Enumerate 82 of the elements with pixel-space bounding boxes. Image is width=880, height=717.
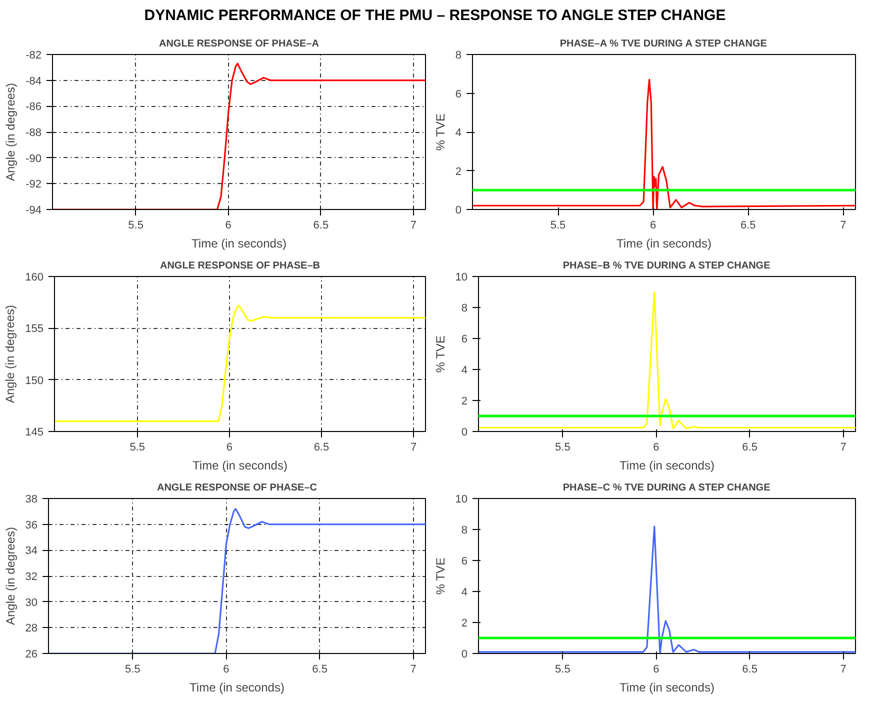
line-series: [478, 292, 856, 430]
x-axis-title: Time (in seconds): [192, 458, 288, 473]
chart-title: ANGLE RESPONSE OF PHASE–C: [156, 482, 318, 494]
y-tick-label: 2: [455, 166, 462, 178]
line-series: [52, 63, 426, 210]
y-tick-label: 26: [25, 648, 38, 661]
y-tick-label: 34: [25, 546, 38, 558]
x-axis-title: Time (in seconds): [620, 680, 714, 695]
y-tick-label: 38: [25, 494, 38, 506]
x-axis-title: Time (in seconds): [190, 680, 284, 695]
y-tick-label: -88: [26, 127, 42, 140]
chart-title: ANGLE RESPONSE OF PHASE–A: [158, 38, 320, 50]
x-axis-title: Time (in seconds): [616, 236, 712, 251]
y-axis-title: Angle (in degrees): [4, 83, 18, 182]
y-axis-title: % TVE: [433, 336, 448, 374]
y-tick-label: 6: [461, 556, 468, 568]
x-tick-label: 6: [226, 442, 232, 454]
y-axis-title: Angle (in degrees): [3, 527, 18, 626]
x-tick-label: 5.5: [555, 442, 570, 454]
x-tick-label: 6.5: [740, 220, 756, 232]
y-tick-label: 4: [461, 586, 468, 599]
x-tick-label: 6.5: [313, 220, 329, 232]
chart-title: ANGLE RESPONSE OF PHASE–B: [160, 260, 320, 272]
y-tick-label: 36: [25, 520, 38, 532]
y-tick-label: 32: [25, 571, 38, 584]
x-tick-label: 6: [650, 220, 656, 232]
y-axis-title: Angle (in degrees): [3, 305, 18, 404]
x-tick-label: 6: [223, 664, 230, 676]
y-tick-label: -86: [26, 102, 42, 114]
y-tick-label: 8: [455, 50, 462, 62]
line-series: [54, 305, 426, 422]
y-tick-label: 0: [455, 204, 462, 217]
x-axis-title: Time (in seconds): [620, 458, 714, 473]
line-series: [48, 508, 426, 654]
x-tick-label: 6.5: [314, 442, 330, 454]
x-tick-label: 5.5: [125, 664, 140, 676]
y-tick-label: 8: [461, 524, 468, 537]
y-axis-title: % TVE: [433, 558, 448, 596]
x-tick-label: 6: [225, 220, 232, 232]
y-tick-label: -90: [26, 153, 42, 166]
y-tick-label: 155: [25, 324, 44, 336]
x-tick-label: 6: [653, 664, 660, 676]
x-tick-label: 7: [840, 664, 846, 676]
y-axis-title: % TVE: [433, 114, 448, 152]
y-tick-label: 150: [25, 375, 44, 388]
y-tick-label: 6: [455, 88, 462, 101]
y-tick-label: 160: [25, 272, 44, 284]
x-tick-label: 5.5: [130, 442, 146, 454]
y-tick-label: 0: [461, 648, 468, 661]
y-tick-label: -92: [26, 179, 42, 192]
y-tick-label: 2: [461, 618, 468, 630]
y-tick-label: 10: [455, 272, 468, 284]
y-tick-label: 0: [461, 426, 468, 439]
x-tick-label: 6.5: [312, 664, 328, 676]
x-tick-label: 6.5: [742, 664, 758, 676]
x-tick-label: 7: [410, 664, 416, 676]
x-tick-label: 7: [410, 220, 417, 232]
y-tick-label: 2: [461, 396, 468, 408]
chart-title: PHASE–A % TVE DURING A STEP CHANGE: [560, 38, 768, 50]
x-tick-label: 7: [840, 220, 846, 232]
x-axis-title: Time (in seconds): [192, 236, 286, 251]
y-tick-label: 4: [455, 127, 462, 140]
y-tick-label: 30: [25, 597, 38, 610]
text: DYNAMIC PERFORMANCE OF THE PMU – RESPONSE TO ANGLE STEP CHANGE: [144, 6, 726, 26]
y-tick-label: -82: [26, 50, 42, 62]
y-tick-label: 6: [461, 334, 468, 346]
y-tick-label: 8: [461, 302, 468, 315]
x-tick-label: 5.5: [550, 220, 566, 232]
y-tick-label: 28: [25, 623, 38, 636]
x-tick-label: 7: [840, 442, 846, 454]
y-tick-label: -94: [26, 204, 42, 217]
chart-title: PHASE–C % TVE DURING A STEP CHANGE: [562, 482, 771, 494]
x-tick-label: 5.5: [128, 220, 144, 232]
y-tick-label: 10: [455, 494, 468, 506]
x-tick-label: 6.5: [742, 442, 758, 454]
y-tick-label: 4: [461, 364, 468, 377]
y-tick-label: -84: [26, 76, 42, 88]
x-tick-label: 5.5: [555, 664, 570, 676]
chart-title: PHASE–B % TVE DURING A STEP CHANGE: [562, 260, 771, 272]
x-tick-label: 7: [410, 442, 417, 454]
x-tick-label: 6: [653, 442, 660, 454]
y-tick-label: 145: [25, 426, 44, 439]
